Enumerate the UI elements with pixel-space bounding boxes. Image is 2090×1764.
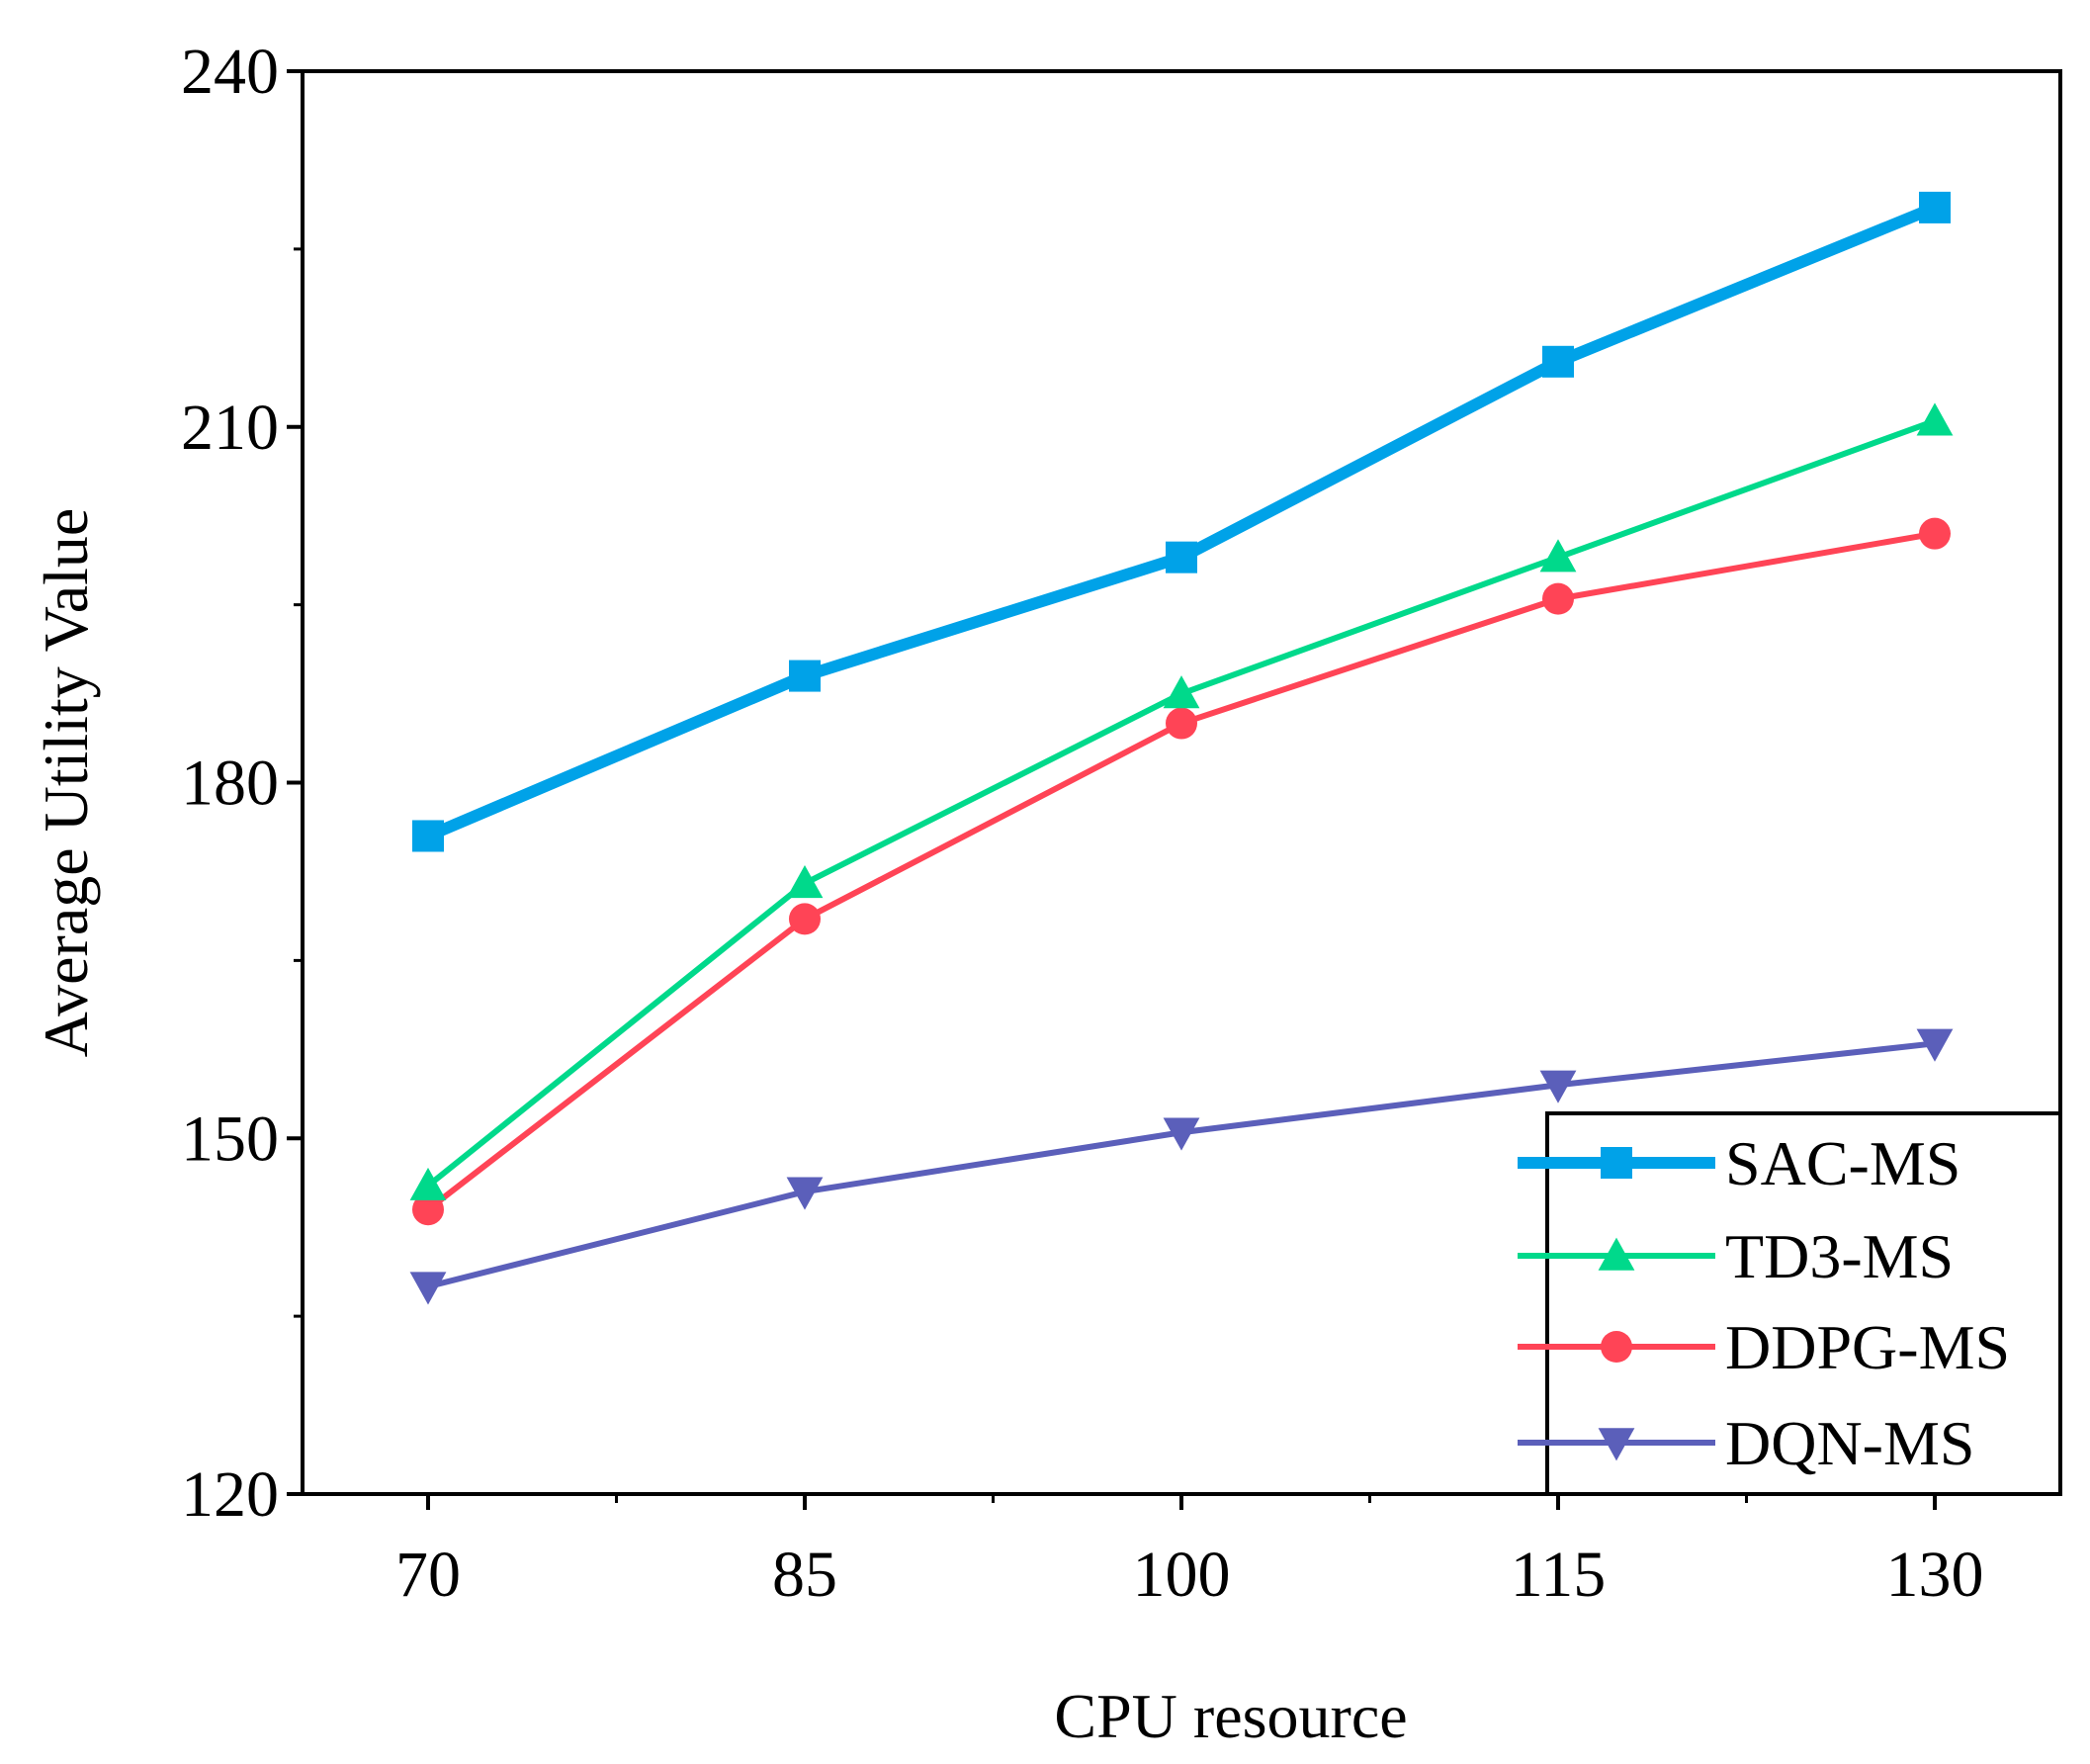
data-point-marker [789,903,821,935]
x-tick-label: 130 [1886,1539,1984,1611]
data-point-marker [1916,402,1954,436]
data-point-marker [1539,1070,1577,1103]
data-point-marker [1601,1331,1632,1363]
legend-item-dqn-ms: DQN-MS [1518,1408,1974,1478]
y-tick-label: 180 [181,748,279,820]
y-tick-label: 150 [181,1102,279,1175]
legend-label: DQN-MS [1725,1408,1974,1478]
data-point-marker [1166,541,1197,573]
data-point-marker [1601,1147,1632,1179]
data-point-marker [1598,1237,1635,1271]
y-tick-label: 210 [181,392,279,464]
axis-ticks: 120 150 180 210 240 70 85 100 115 130 [181,36,1984,1611]
data-point-marker [1166,707,1197,740]
data-point-marker [1539,539,1577,573]
x-tick-label: 115 [1511,1539,1607,1611]
y-tick-label: 120 [181,1458,279,1531]
data-point-marker [1163,1117,1200,1151]
y-axis-title: Average Utility Value [31,508,101,1058]
series-dqn-ms [409,1028,1954,1305]
data-point-marker [1542,582,1574,615]
data-point-marker [789,660,821,692]
series-ddpg-ms [412,517,1951,1226]
series-line [426,530,1936,1212]
legend-item-td3-ms: TD3-MS [1518,1221,1954,1291]
series-sac-ms [412,191,1951,852]
legend-label: SAC-MS [1725,1128,1960,1198]
data-point-marker [1542,345,1574,378]
data-point-marker [786,1177,824,1210]
x-tick-label: 85 [772,1539,837,1611]
data-point-marker [412,820,444,852]
data-point-marker [1919,517,1951,550]
data-point-marker [412,1193,444,1226]
series-line [425,202,1938,841]
legend-label: DDPG-MS [1725,1312,2010,1382]
y-tick-label: 240 [181,36,279,108]
legend-item-sac-ms: SAC-MS [1518,1128,1960,1198]
data-point-marker [409,1167,447,1200]
data-point-marker [786,865,824,899]
data-point-marker [1916,1028,1954,1062]
data-point-marker [1598,1428,1635,1461]
plot-area [409,191,1954,1305]
data-point-marker [409,1272,447,1305]
data-point-marker [1163,675,1200,709]
x-axis-title: CPU resource [1054,1681,1407,1751]
legend: SAC-MS TD3-MS DDPG-MS DQN-MS [1518,1111,2062,1496]
x-tick-label: 70 [395,1539,461,1611]
legend-label: TD3-MS [1725,1221,1954,1291]
x-tick-label: 100 [1133,1539,1231,1611]
legend-item-ddpg-ms: DDPG-MS [1518,1312,2010,1382]
data-point-marker [1919,191,1951,223]
series-td3-ms [409,402,1954,1200]
